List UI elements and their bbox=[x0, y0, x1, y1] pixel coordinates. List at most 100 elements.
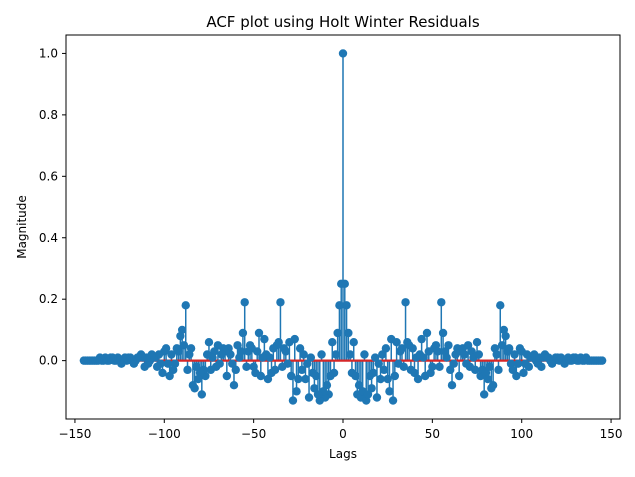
stem-marker bbox=[335, 301, 344, 310]
stem-marker bbox=[413, 374, 423, 384]
x-tick-label: −150 bbox=[58, 427, 91, 441]
stem-marker bbox=[447, 381, 457, 390]
stem-marker bbox=[460, 350, 469, 359]
stem-marker bbox=[345, 350, 355, 359]
stem-marker bbox=[378, 350, 387, 359]
stem-marker bbox=[322, 381, 332, 390]
stem-marker bbox=[172, 344, 181, 353]
stem-marker bbox=[344, 328, 353, 338]
stem-marker bbox=[331, 350, 341, 359]
stem-marker bbox=[288, 396, 298, 405]
stem-marker bbox=[165, 371, 174, 381]
y-tick-label: 0.0 bbox=[39, 354, 58, 368]
stem-marker bbox=[179, 341, 189, 350]
stem-marker bbox=[363, 390, 373, 399]
stem-marker bbox=[231, 365, 240, 375]
stem-marker bbox=[306, 353, 316, 362]
stem-marker bbox=[342, 301, 351, 310]
stem-marker bbox=[428, 362, 437, 371]
stem-marker bbox=[260, 334, 269, 344]
stem-marker bbox=[313, 390, 323, 399]
stem-marker bbox=[217, 350, 226, 359]
stem-marker bbox=[472, 338, 482, 347]
stem-marker bbox=[454, 371, 464, 381]
x-tick-label: 150 bbox=[600, 427, 623, 441]
stem-marker bbox=[488, 381, 498, 390]
stem-marker bbox=[317, 350, 326, 359]
stem-marker bbox=[249, 362, 258, 371]
stem-marker bbox=[408, 344, 417, 353]
stem-marker bbox=[303, 359, 312, 368]
stem-marker bbox=[379, 365, 389, 375]
stem-marker bbox=[304, 393, 314, 402]
stem-marker bbox=[369, 368, 378, 378]
stem-marker bbox=[242, 362, 251, 371]
stem-marker bbox=[286, 371, 296, 381]
stem-marker bbox=[474, 350, 484, 359]
marker-series bbox=[79, 49, 607, 405]
stem-marker bbox=[337, 279, 346, 289]
stem-marker bbox=[238, 328, 248, 338]
stem-marker bbox=[422, 328, 432, 338]
stem-marker bbox=[354, 381, 364, 390]
stem-marker bbox=[437, 298, 446, 307]
stem-marker bbox=[229, 381, 239, 390]
stem-marker bbox=[381, 344, 391, 353]
stem-marker bbox=[299, 350, 308, 359]
stem-marker bbox=[537, 362, 546, 371]
stem-marker bbox=[433, 347, 442, 356]
stem-marker bbox=[442, 353, 451, 362]
stem-marker bbox=[206, 365, 215, 375]
stem-marker bbox=[240, 298, 249, 307]
stem-marker bbox=[258, 353, 267, 362]
stem-marker bbox=[167, 350, 176, 359]
stem-marker bbox=[370, 353, 380, 362]
x-tick-label: 0 bbox=[339, 427, 347, 441]
x-tick-label: 50 bbox=[425, 427, 440, 441]
stem-marker bbox=[385, 387, 394, 396]
stem-marker bbox=[383, 374, 392, 384]
stem-marker bbox=[485, 362, 494, 371]
stem-marker bbox=[185, 350, 194, 359]
y-axis-title: Magnitude bbox=[15, 195, 29, 259]
stem-marker bbox=[349, 338, 358, 347]
x-tick-label: −100 bbox=[148, 427, 181, 441]
stem-marker bbox=[228, 359, 237, 368]
stem-marker bbox=[79, 356, 89, 365]
stem-marker bbox=[204, 338, 214, 347]
stem-marker bbox=[163, 359, 173, 368]
stem-marker bbox=[158, 368, 167, 378]
stem-marker bbox=[326, 371, 335, 381]
stem-marker bbox=[449, 359, 458, 368]
y-tick-label: 0.8 bbox=[39, 108, 58, 122]
stem-marker bbox=[202, 350, 212, 359]
stem-marker bbox=[438, 328, 448, 338]
stem-marker bbox=[501, 331, 510, 341]
stem-marker bbox=[235, 353, 244, 362]
stem-marker bbox=[194, 374, 203, 384]
stem-marker bbox=[276, 298, 285, 307]
stem-marker bbox=[169, 365, 178, 375]
stem-marker bbox=[176, 331, 185, 341]
stem-marker bbox=[505, 344, 514, 353]
stem-marker bbox=[479, 390, 489, 399]
stem-marker bbox=[483, 374, 492, 384]
stem-marker bbox=[444, 341, 453, 350]
stem-marker bbox=[269, 344, 278, 353]
stem-marker bbox=[244, 347, 253, 356]
y-axis-ticks: 0.0 0.2 0.4 0.6 0.8 1.0 bbox=[39, 46, 66, 368]
stem-marker bbox=[192, 362, 201, 371]
stem-marker bbox=[367, 384, 376, 393]
y-tick-label: 0.4 bbox=[39, 231, 58, 245]
y-tick-label: 0.2 bbox=[39, 292, 58, 306]
chart-title: ACF plot using Holt Winter Residuals bbox=[206, 13, 480, 31]
stem-marker bbox=[213, 341, 223, 350]
stem-marker bbox=[376, 374, 385, 384]
stem-marker bbox=[372, 393, 382, 402]
stem-marker bbox=[597, 356, 607, 365]
stem-marker bbox=[496, 301, 505, 310]
stem-marker bbox=[390, 371, 400, 381]
stem-marker bbox=[267, 368, 276, 378]
stem-marker bbox=[181, 301, 190, 310]
